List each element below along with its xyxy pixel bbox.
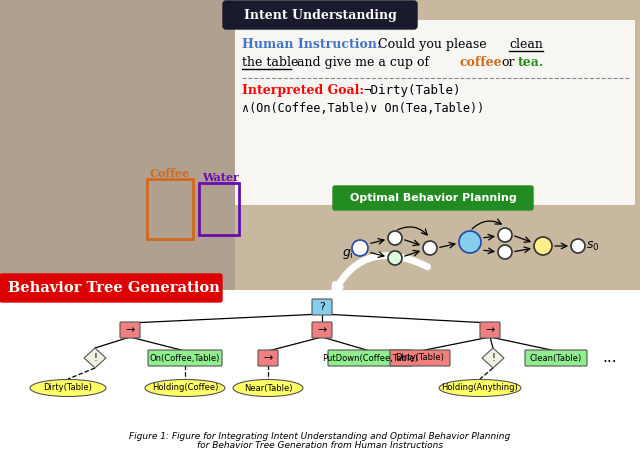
Ellipse shape (145, 379, 225, 396)
Circle shape (498, 245, 512, 259)
Ellipse shape (439, 379, 521, 396)
FancyBboxPatch shape (312, 299, 332, 315)
FancyBboxPatch shape (223, 1, 417, 29)
Text: Intent Understanding: Intent Understanding (244, 9, 396, 22)
Ellipse shape (233, 379, 303, 396)
FancyBboxPatch shape (120, 322, 140, 338)
Text: tea.: tea. (518, 56, 544, 69)
Text: Optimal Behavior Planning: Optimal Behavior Planning (349, 193, 516, 203)
Text: Behavior Tree Generation: Behavior Tree Generation (8, 281, 220, 295)
Polygon shape (482, 348, 504, 368)
Circle shape (459, 231, 481, 253)
Text: ?: ? (319, 302, 325, 312)
Text: Dirty(Table): Dirty(Table) (44, 383, 92, 392)
Text: ¬Dirty(Table): ¬Dirty(Table) (363, 84, 461, 97)
Text: Clean(Table): Clean(Table) (530, 354, 582, 363)
Text: Holding(Coffee): Holding(Coffee) (152, 383, 218, 392)
FancyBboxPatch shape (333, 186, 533, 210)
Text: →: → (263, 353, 273, 363)
Ellipse shape (30, 379, 106, 396)
Text: ...: ... (603, 351, 618, 365)
Circle shape (498, 228, 512, 242)
FancyBboxPatch shape (258, 350, 278, 366)
Text: the table: the table (242, 56, 298, 69)
Text: for Behavior Tree Generation from Human Instructions: for Behavior Tree Generation from Human … (197, 441, 443, 450)
FancyBboxPatch shape (312, 322, 332, 338)
Text: coffee: coffee (459, 56, 502, 69)
Text: →: → (125, 325, 134, 335)
Text: $s_0$: $s_0$ (586, 239, 600, 252)
FancyBboxPatch shape (235, 0, 640, 290)
FancyBboxPatch shape (0, 0, 235, 290)
Text: and give me a cup of: and give me a cup of (297, 56, 429, 69)
Text: Near(Table): Near(Table) (244, 383, 292, 392)
Text: !: ! (93, 353, 97, 363)
Circle shape (352, 240, 368, 256)
FancyBboxPatch shape (390, 350, 450, 366)
Circle shape (388, 251, 402, 265)
Text: →: → (485, 325, 495, 335)
Text: Holding(Anything): Holding(Anything) (442, 383, 518, 392)
Text: Coffee: Coffee (150, 168, 190, 179)
Text: On(Coffee,Table): On(Coffee,Table) (150, 354, 220, 363)
Circle shape (423, 241, 437, 255)
FancyBboxPatch shape (525, 350, 587, 366)
FancyBboxPatch shape (0, 274, 222, 302)
Text: Interpreted Goal:: Interpreted Goal: (242, 84, 364, 97)
Text: →: → (317, 325, 326, 335)
FancyBboxPatch shape (235, 20, 635, 205)
Text: or: or (501, 56, 515, 69)
Text: Could you please: Could you please (378, 38, 491, 51)
Text: Figure 1: Figure for Integrating Intent Understanding and Optimal Behavior Plann: Figure 1: Figure for Integrating Intent … (129, 432, 511, 441)
Text: PutDown(Coffee,Table): PutDown(Coffee,Table) (322, 354, 418, 363)
FancyBboxPatch shape (328, 350, 412, 366)
Circle shape (534, 237, 552, 255)
Text: clean: clean (509, 38, 543, 51)
FancyBboxPatch shape (148, 350, 222, 366)
Polygon shape (84, 348, 106, 368)
Text: ∧(On(Coffee,Table)∨ On(Tea,Table)): ∧(On(Coffee,Table)∨ On(Tea,Table)) (242, 102, 484, 115)
Text: !: ! (491, 353, 495, 363)
Circle shape (388, 231, 402, 245)
Circle shape (571, 239, 585, 253)
Text: Dirty(Table): Dirty(Table) (396, 354, 444, 363)
Text: Water: Water (202, 172, 239, 183)
Text: Human Instruction:: Human Instruction: (242, 38, 381, 51)
Text: $g_{\mathrm{i}}$: $g_{\mathrm{i}}$ (342, 247, 354, 261)
FancyBboxPatch shape (480, 322, 500, 338)
